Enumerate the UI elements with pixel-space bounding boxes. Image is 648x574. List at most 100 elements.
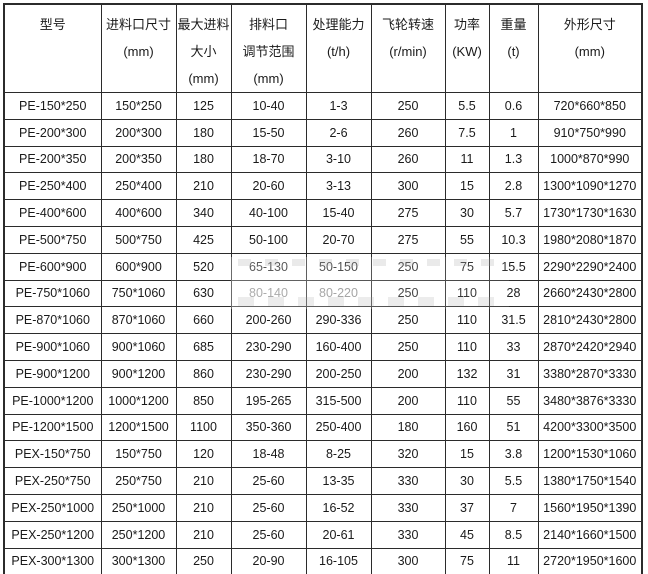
table-cell: 3480*3876*3330 [537, 386, 643, 415]
table-cell: 250 [370, 333, 446, 361]
table-cell: PEX-300*1300 [3, 547, 102, 574]
table-cell: 25-60 [230, 467, 307, 495]
table-cell: 910*750*990 [537, 118, 643, 147]
table-cell: PEX-250*750 [3, 467, 102, 495]
table-cell: 3380*2870*3330 [537, 359, 643, 388]
table-cell: 33 [488, 333, 539, 361]
table-cell: 30 [444, 199, 490, 227]
column-header-capacity: 处理能力 (t/h) [305, 3, 372, 93]
table-cell: 16-52 [305, 493, 372, 522]
table-cell: 110 [444, 279, 490, 308]
table-cell: 15 [444, 172, 490, 201]
table-cell: 230-290 [230, 359, 307, 388]
table-cell: PE-750*1060 [3, 279, 102, 308]
table-cell: 200*300 [100, 118, 177, 147]
table-cell: 2290*2290*2400 [537, 252, 643, 281]
table-cell: 40-100 [230, 199, 307, 227]
table-cell: 65-130 [230, 252, 307, 281]
table-cell: 1980*2080*1870 [537, 225, 643, 254]
table-cell: 330 [370, 467, 446, 495]
table-cell: 8.5 [488, 520, 539, 549]
table-row: PEX-150*750 150*750 120 18-48 8-25 320 15 3.8 12… [3, 440, 643, 469]
table-cell: 275 [370, 225, 446, 254]
table-cell: 2.8 [488, 172, 539, 201]
table-cell: 900*1200 [100, 359, 177, 388]
table-cell: 2-6 [305, 118, 372, 147]
table-cell: 80-220 [305, 279, 372, 308]
table-cell: 1100 [175, 413, 232, 442]
table-cell: 150*750 [100, 440, 177, 469]
table-cell: 660 [175, 306, 232, 335]
table-cell: 8-25 [305, 440, 372, 469]
table-cell: 750*1060 [100, 279, 177, 308]
table-body: PE-150*250 150*250 125 10-40 1-3 250 5.5 0.6 720… [3, 92, 643, 574]
column-header-max-feed-size: 最大进料 大小 (mm) [175, 3, 232, 93]
table-cell: 5.7 [488, 199, 539, 227]
table-cell: 20-61 [305, 520, 372, 549]
table-cell: 50-150 [305, 252, 372, 281]
table-cell: 10.3 [488, 225, 539, 254]
table-cell: 11 [488, 547, 539, 574]
table-row: PE-600*900 600*900 520 65-130 50-150 250 75 15.… [3, 252, 643, 281]
table-cell: 200 [370, 359, 446, 388]
table-cell: 80-140 [230, 279, 307, 308]
table-cell: 210 [175, 520, 232, 549]
table-cell: 132 [444, 359, 490, 388]
table-cell: 5.5 [488, 467, 539, 495]
table-cell: 20-60 [230, 172, 307, 201]
table-row: PE-150*250 150*250 125 10-40 1-3 250 5.5 0.6 720… [3, 92, 643, 120]
table-cell: 200-250 [305, 359, 372, 388]
table-cell: 685 [175, 333, 232, 361]
column-header-overall-dimensions: 外形尺寸 (mm) [537, 3, 643, 93]
table-cell: 250 [175, 547, 232, 574]
table-cell: PE-400*600 [3, 199, 102, 227]
table-cell: 55 [444, 225, 490, 254]
table-cell: 15-40 [305, 199, 372, 227]
table-cell: 1000*1200 [100, 386, 177, 415]
table-row: PE-900*1200 900*1200 860 230-290 200-250 200 1… [3, 359, 643, 388]
table-cell: 1200*1530*1060 [537, 440, 643, 469]
table-cell: PE-500*750 [3, 225, 102, 254]
table-cell: 20-70 [305, 225, 372, 254]
table-cell: 250 [370, 279, 446, 308]
column-header-feed-opening-size: 进料口尺寸 (mm) [100, 3, 177, 93]
table-cell: 210 [175, 493, 232, 522]
column-header-discharge-range: 排料口 调节范围 (mm) [230, 3, 307, 93]
table-cell: 1 [488, 118, 539, 147]
table-cell: 110 [444, 333, 490, 361]
table-cell: PE-900*1200 [3, 359, 102, 388]
table-cell: 1.3 [488, 145, 539, 174]
table-cell: 15-50 [230, 118, 307, 147]
table-cell: 230-290 [230, 333, 307, 361]
table-cell: 200*350 [100, 145, 177, 174]
table-cell: 18-48 [230, 440, 307, 469]
table-row: PE-200*300 200*300 180 15-50 2-6 260 7.5 1 910*7… [3, 118, 643, 147]
table-cell: PE-150*250 [3, 92, 102, 120]
table-row: PE-400*600 400*600 340 40-100 15-40 275 30 5.7 1… [3, 199, 643, 227]
table-row: PEX-250*750 250*750 210 25-60 13-35 330 30 5.5 1… [3, 467, 643, 495]
table-cell: 500*750 [100, 225, 177, 254]
table-cell: 180 [175, 145, 232, 174]
table-cell: 75 [444, 547, 490, 574]
table-cell: 16-105 [305, 547, 372, 574]
table-cell: 2810*2430*2800 [537, 306, 643, 335]
table-cell: 2870*2420*2940 [537, 333, 643, 361]
table-cell: 10-40 [230, 92, 307, 120]
table-cell: 250*1000 [100, 493, 177, 522]
table-cell: PE-1200*1500 [3, 413, 102, 442]
table-cell: 1380*1750*1540 [537, 467, 643, 495]
table-cell: 50-100 [230, 225, 307, 254]
table-row: PE-1200*1500 1200*1500 1100 350-360 250-400 1… [3, 413, 643, 442]
table-row: PEX-250*1200 250*1200 210 25-60 20-61 330 45 8.… [3, 520, 643, 549]
table-cell: 180 [175, 118, 232, 147]
column-header-flywheel-speed: 飞轮转速 (r/min) [370, 3, 446, 93]
table-cell: 900*1060 [100, 333, 177, 361]
table-cell: 200 [370, 386, 446, 415]
table-cell: 110 [444, 386, 490, 415]
table-cell: 250 [370, 92, 446, 120]
table-cell: 3.8 [488, 440, 539, 469]
table-cell: 320 [370, 440, 446, 469]
table-cell: 250 [370, 306, 446, 335]
table-cell: 125 [175, 92, 232, 120]
